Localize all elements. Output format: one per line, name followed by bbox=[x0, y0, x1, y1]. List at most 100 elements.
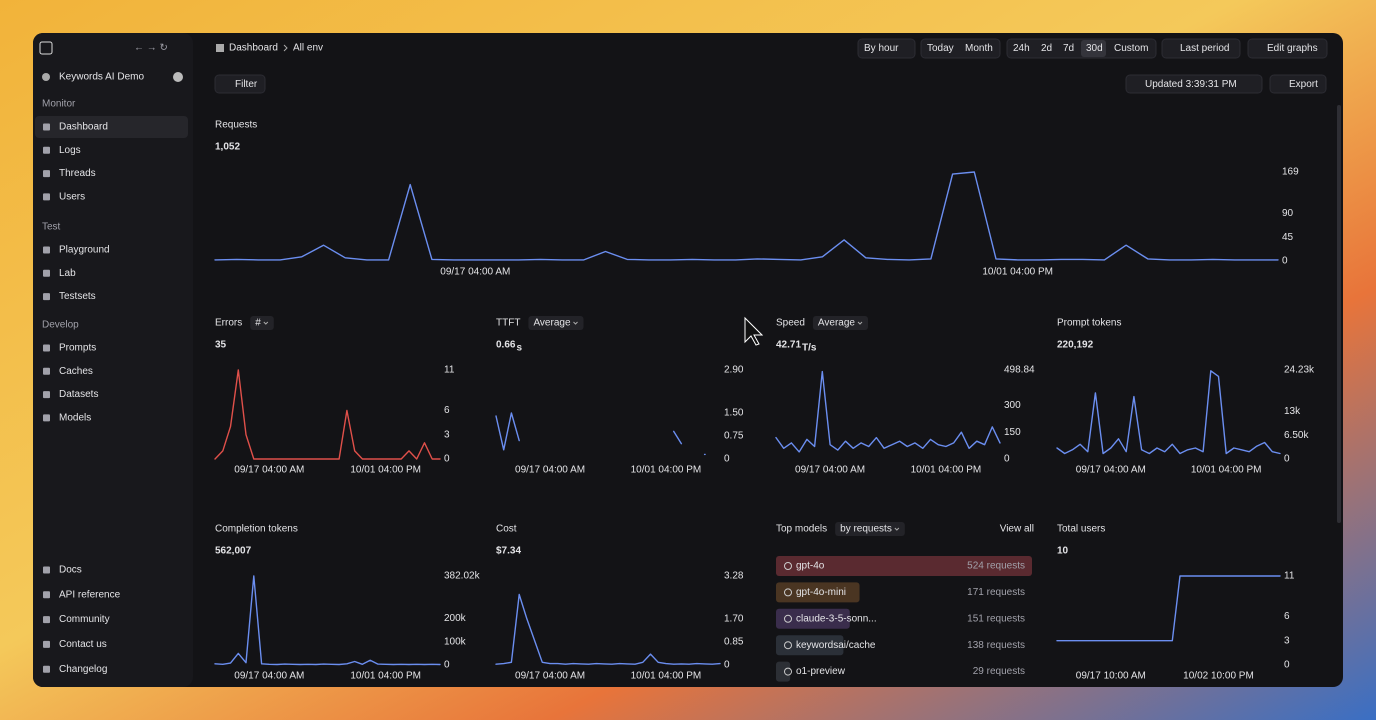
nav-item[interactable]: Prompts bbox=[59, 343, 96, 354]
filter[interactable]: Filter bbox=[235, 79, 258, 90]
y-tick-label: 150 bbox=[1004, 427, 1021, 438]
button[interactable] bbox=[1247, 38, 1328, 59]
nav-item[interactable]: Changelog bbox=[59, 664, 107, 675]
nav-item[interactable]: Docs bbox=[59, 565, 82, 576]
y-tick-label: 200k bbox=[444, 613, 467, 624]
range[interactable]: Month bbox=[965, 43, 993, 54]
dropdown-label[interactable]: Average bbox=[533, 318, 571, 329]
line bbox=[1056, 575, 1281, 642]
y-tick-label: 382.02k bbox=[444, 571, 481, 582]
range[interactable]: 7d bbox=[1063, 43, 1074, 54]
section-label: Test bbox=[42, 222, 61, 233]
breadcrumb[interactable]: Dashboard bbox=[229, 43, 278, 54]
y-tick-label: 1.70 bbox=[724, 614, 744, 625]
range[interactable]: 24h bbox=[1013, 43, 1030, 54]
env-select[interactable]: All env bbox=[293, 43, 323, 54]
nav-icon bbox=[43, 367, 50, 375]
y-tick-label: 24.23k bbox=[1284, 365, 1315, 376]
y-tick-label: 6 bbox=[1284, 611, 1290, 622]
nav-item[interactable]: Logs bbox=[59, 145, 81, 156]
button-group[interactable] bbox=[920, 38, 1001, 59]
x-tick-label: 10/01 04:00 PM bbox=[350, 465, 421, 476]
button[interactable] bbox=[1269, 74, 1327, 94]
y-tick-label: 11 bbox=[444, 365, 455, 376]
dropdown[interactable] bbox=[835, 522, 905, 536]
dropdown-label[interactable]: # bbox=[255, 318, 261, 329]
model-name: keywordsai/cache bbox=[796, 640, 876, 651]
dropdown[interactable] bbox=[528, 316, 584, 330]
nav-icon bbox=[43, 123, 50, 131]
y-tick-label: 0 bbox=[1282, 256, 1288, 267]
nav-item[interactable]: Users bbox=[59, 192, 85, 203]
button[interactable] bbox=[214, 74, 266, 94]
sidebar-toggle[interactable] bbox=[39, 41, 53, 55]
chart-title: Speed bbox=[776, 318, 805, 329]
nav-icon bbox=[43, 616, 50, 624]
chart-title: Top models bbox=[776, 524, 827, 535]
metric-unit: s bbox=[516, 343, 522, 354]
caret bbox=[857, 321, 863, 325]
edit-graphs[interactable]: Edit graphs bbox=[1267, 43, 1318, 54]
y-tick-label: 0 bbox=[444, 660, 450, 671]
nav-item[interactable]: Dashboard bbox=[59, 122, 108, 133]
x-tick-label: 10/01 04:00 PM bbox=[631, 465, 702, 476]
updated[interactable]: Updated 3:39:31 PM bbox=[1145, 79, 1237, 90]
dropdown-label[interactable]: by requests bbox=[840, 524, 892, 535]
nav-item[interactable]: Testsets bbox=[59, 291, 96, 302]
nav-icon bbox=[43, 391, 50, 399]
nav-icon bbox=[43, 269, 50, 277]
nav-item[interactable]: Caches bbox=[59, 366, 93, 377]
cursor bbox=[744, 316, 764, 346]
nav-icon bbox=[43, 246, 50, 254]
view-all[interactable]: View all bbox=[1000, 524, 1034, 535]
x-tick-label: 10/01 04:00 PM bbox=[982, 267, 1053, 278]
export[interactable]: Export bbox=[1289, 79, 1318, 90]
nav-item[interactable]: API reference bbox=[59, 589, 121, 600]
account-icon[interactable] bbox=[173, 72, 183, 82]
y-tick-label: 45 bbox=[1282, 232, 1294, 243]
caret bbox=[894, 527, 900, 531]
nav-icon bbox=[43, 591, 50, 599]
nav-icon bbox=[43, 640, 50, 648]
y-tick-label: 1.50 bbox=[724, 408, 744, 419]
range[interactable]: 2d bbox=[1041, 43, 1052, 54]
x-tick-label: 10/02 10:00 PM bbox=[1183, 671, 1254, 682]
nav-item[interactable]: Community bbox=[59, 614, 110, 625]
button[interactable] bbox=[1125, 74, 1263, 94]
x-tick-label: 09/17 10:00 AM bbox=[1076, 671, 1146, 682]
nav-item[interactable]: Threads bbox=[59, 168, 96, 179]
nav-item[interactable]: Playground bbox=[59, 245, 110, 256]
bar bbox=[776, 635, 844, 656]
line bbox=[1056, 370, 1281, 455]
section-label: Develop bbox=[42, 320, 79, 331]
dropdown[interactable] bbox=[250, 316, 274, 330]
x-tick-label: 10/01 04:00 PM bbox=[1191, 465, 1262, 476]
bar bbox=[776, 556, 1032, 576]
range[interactable]: Today bbox=[927, 43, 954, 54]
metric-value: 0.66 bbox=[496, 340, 516, 351]
model-icon bbox=[784, 588, 792, 597]
compare[interactable]: Last period bbox=[1180, 43, 1229, 54]
nav-item[interactable]: Models bbox=[59, 413, 91, 424]
y-tick-label: 0 bbox=[1004, 454, 1010, 465]
model-icon bbox=[784, 562, 792, 570]
dropdown[interactable] bbox=[812, 316, 868, 330]
nav-arrows[interactable]: ← → ↻ bbox=[134, 43, 168, 54]
nav-item[interactable]: Lab bbox=[59, 268, 76, 279]
y-tick-label: 0 bbox=[724, 660, 730, 671]
range[interactable]: 30d bbox=[1086, 43, 1103, 54]
button[interactable] bbox=[857, 38, 916, 59]
range[interactable]: Custom bbox=[1114, 43, 1148, 54]
value-label: 29 requests bbox=[973, 666, 1025, 677]
line bbox=[214, 171, 1279, 261]
workspace[interactable]: Keywords AI Demo bbox=[59, 72, 144, 83]
nav-item[interactable]: Datasets bbox=[59, 389, 98, 400]
metric-value: 10 bbox=[1057, 546, 1069, 557]
granularity[interactable]: By hour bbox=[864, 43, 899, 54]
button[interactable] bbox=[1161, 38, 1241, 59]
dropdown-label[interactable]: Average bbox=[818, 318, 856, 329]
nav-item[interactable]: Contact us bbox=[59, 639, 107, 650]
x-tick-label: 09/17 04:00 AM bbox=[515, 465, 585, 476]
caret bbox=[263, 321, 269, 325]
y-tick-label: 0 bbox=[1284, 454, 1290, 465]
